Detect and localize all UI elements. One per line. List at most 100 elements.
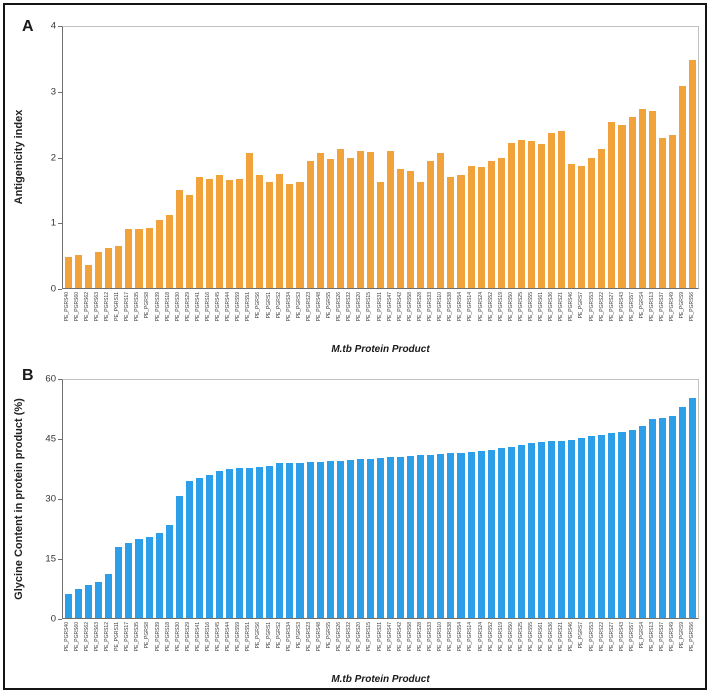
x-tick-PE_PGRS49: PE_PGRS49: [669, 292, 676, 322]
x-tick-PE_PGRS43: PE_PGRS43: [618, 292, 625, 322]
bar-PE_PGRS39: [155, 533, 163, 618]
x-tick-PE_PGRS49: PE_PGRS49: [669, 622, 676, 652]
x-tick-PE_PGRS11: PE_PGRS11: [114, 622, 121, 651]
panel-a-x-axis-title: M.tb Protein Product: [331, 344, 430, 355]
bar-PE_PGRS54: [457, 175, 465, 288]
x-tick-PE_PGRS16: PE_PGRS16: [204, 292, 211, 322]
bar-PE_PGRS14: [467, 165, 475, 288]
x-tick-PE_PGRS24: PE_PGRS24: [477, 622, 484, 652]
x-tick-PE_PGRS55: PE_PGRS55: [527, 622, 534, 652]
bar-PE_PGRS26: [336, 149, 344, 288]
x-tick-PE_PGRS32: PE_PGRS32: [346, 622, 353, 652]
bar-PE_PGRS18: [165, 214, 173, 288]
bar-PE_PGRS63: [95, 252, 103, 288]
panel-a-label: A: [22, 18, 34, 35]
x-tick-PE_PGRS7: PE_PGRS7: [578, 622, 585, 649]
x-tick-PE_PGRS44: PE_PGRS44: [225, 292, 232, 322]
bar-PE_PGRS23: [306, 462, 314, 618]
x-tick-PE_PGRS17: PE_PGRS17: [124, 622, 131, 652]
x-tick-PE_PGRS63: PE_PGRS63: [93, 292, 100, 322]
x-tick-PE_PGRS63: PE_PGRS63: [93, 622, 100, 652]
bar-PE_PGRS57: [628, 429, 636, 618]
x-tick-PE_PGRS6: PE_PGRS6: [255, 292, 262, 319]
x-tick-PE_PGRS10: PE_PGRS10: [437, 622, 444, 652]
x-tick-PE_PGRS12: PE_PGRS12: [104, 292, 111, 322]
bar-PE_PGRS60: [75, 589, 83, 618]
y-tick-mark: [58, 26, 62, 27]
x-tick-PE_PGRS20: PE_PGRS20: [356, 292, 363, 322]
bar-PE_PGRS59: [236, 468, 244, 618]
x-tick-PE_PGRS59: PE_PGRS59: [235, 292, 242, 322]
x-tick-PE_PGRS37: PE_PGRS37: [659, 292, 666, 322]
bar-PE_PGRS10: [437, 152, 445, 288]
x-tick-PE_PGRS61: PE_PGRS61: [538, 622, 545, 652]
bar-PE_PGRS59: [236, 179, 244, 288]
x-tick-PE_PGRS8: PE_PGRS8: [144, 622, 151, 649]
bar-PE_PGRS45: [215, 470, 223, 618]
bar-PE_PGRS13: [648, 418, 656, 618]
x-tick-PE_PGRS15: PE_PGRS15: [366, 622, 373, 652]
x-tick-PE_PGRS48: PE_PGRS48: [316, 292, 323, 322]
bar-PE_PGRS37: [658, 137, 666, 288]
bar-PE_PGRS25: [517, 445, 525, 618]
bar-PE_PGRS7: [578, 165, 586, 288]
bar-PE_PGRS53: [588, 157, 596, 288]
bar-PE_PGRS36: [548, 441, 556, 618]
x-tick-PE_PGRS28: PE_PGRS28: [416, 622, 423, 652]
y-tick-mark: [58, 223, 62, 225]
x-tick-PE_PGRS62: PE_PGRS62: [83, 292, 90, 322]
x-tick-PE_PGRS17: PE_PGRS17: [124, 292, 131, 322]
bar-PE_PGRS35: [135, 229, 143, 288]
bar-PE_PGRS57: [628, 117, 636, 288]
bar-PE_PGRS30: [175, 190, 183, 288]
bar-PE_PGRS27: [608, 433, 616, 618]
panel-b-plot-area: [62, 379, 699, 619]
x-tick-PE_PGRS60: PE_PGRS60: [73, 292, 80, 322]
panel-b-x-tick-labels: PE_PGRS40 PE_PGRS60 PE_PGRS62 PE_PGRS63 PE_P…: [62, 622, 699, 674]
x-tick-PE_PGRS5: PE_PGRS5: [326, 622, 333, 649]
bar-PE_PGRS61: [537, 442, 545, 618]
x-tick-PE_PGRS39: PE_PGRS39: [154, 292, 161, 322]
x-tick-PE_PGRS13: PE_PGRS13: [649, 292, 656, 322]
bar-PE_PGRS29: [185, 480, 193, 618]
x-tick-PE_PGRS24: PE_PGRS24: [477, 292, 484, 322]
x-tick-PE_PGRS54: PE_PGRS54: [457, 292, 464, 322]
x-tick-PE_PGRS34: PE_PGRS34: [285, 292, 292, 322]
y-tick-label-45: 45: [45, 433, 56, 445]
bar-PE_PGRS2: [276, 463, 284, 618]
bar-PE_PGRS47: [387, 457, 395, 618]
bar-PE_PGRS19: [497, 448, 505, 618]
x-tick-PE_PGRS61: PE_PGRS61: [538, 292, 545, 322]
bar-PE_PGRS22: [598, 434, 606, 618]
y-tick-label-60: 60: [45, 373, 56, 385]
y-tick-label-15: 15: [45, 553, 56, 565]
bar-PE_PGRS2: [276, 173, 284, 288]
y-tick-mark: [58, 559, 62, 560]
x-tick-PE_PGRS22: PE_PGRS22: [598, 622, 605, 652]
x-tick-PE_PGRS48: PE_PGRS48: [316, 622, 323, 652]
bar-PE_PGRS41: [195, 478, 203, 618]
bar-PE_PGRS50: [507, 446, 515, 618]
bar-PE_PGRS20: [356, 150, 364, 288]
x-tick-PE_PGRS4: PE_PGRS4: [639, 292, 646, 319]
y-tick-label-1: 1: [50, 217, 56, 229]
x-tick-PE_PGRS25: PE_PGRS25: [517, 622, 524, 652]
y-tick-label-0: 0: [50, 283, 56, 295]
bar-PE_PGRS8: [145, 537, 153, 618]
x-tick-PE_PGRS19: PE_PGRS19: [497, 622, 504, 652]
bar-PE_PGRS49: [668, 415, 676, 618]
bar-PE_PGRS21: [558, 440, 566, 618]
bar-PE_PGRS56: [688, 397, 696, 618]
bar-PE_PGRS49: [668, 134, 676, 288]
bar-PE_PGRS3: [296, 462, 304, 618]
x-tick-PE_PGRS35: PE_PGRS35: [134, 622, 141, 652]
bar-PE_PGRS11: [115, 245, 123, 288]
x-tick-PE_PGRS31: PE_PGRS31: [376, 622, 383, 652]
x-tick-PE_PGRS6: PE_PGRS6: [255, 622, 262, 649]
x-tick-PE_PGRS3: PE_PGRS3: [295, 622, 302, 649]
bar-PE_PGRS45: [215, 175, 223, 288]
bar-PE_PGRS62: [85, 584, 93, 618]
bar-PE_PGRS55: [527, 141, 535, 288]
x-tick-PE_PGRS62: PE_PGRS62: [83, 622, 90, 652]
bar-PE_PGRS34: [286, 183, 294, 288]
